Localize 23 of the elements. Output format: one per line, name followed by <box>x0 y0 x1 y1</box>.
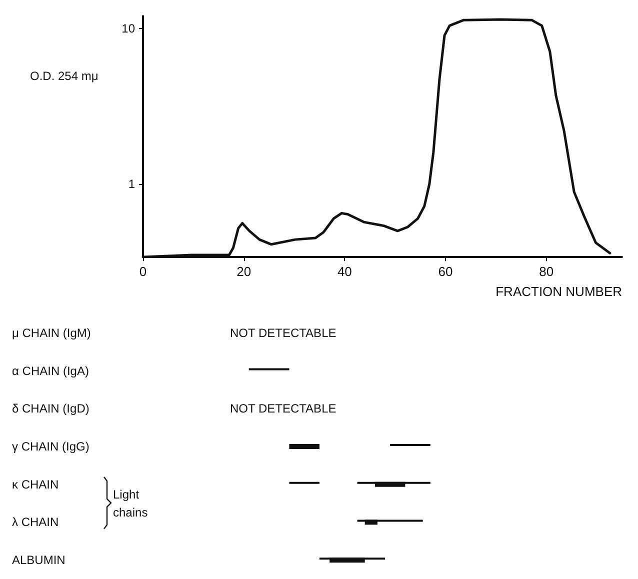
bar <box>248 368 290 370</box>
y-axis-title: O.D. 254 mμ <box>30 69 98 83</box>
bar <box>390 444 430 446</box>
bar <box>289 444 320 449</box>
y-tick-label: ALBUMIN <box>12 553 66 568</box>
x-tick-label: 60 <box>438 264 453 279</box>
x-tick-label: 80 <box>539 264 554 279</box>
y-tick-label: δ CHAIN (IgD) <box>12 402 90 416</box>
annotation: NOT DETECTABLE <box>230 326 336 340</box>
x-tick-label: 0 <box>139 264 147 279</box>
annotation: NOT DETECTABLE <box>230 402 336 416</box>
annotation: Light chains <box>113 487 148 520</box>
y-tick-label: α CHAIN (IgA) <box>12 364 89 378</box>
bar <box>289 482 320 484</box>
x-tick-label: 40 <box>337 264 352 279</box>
x-axis-title: FRACTION NUMBER <box>496 284 622 299</box>
y-tick-label: γ CHAIN (IgG) <box>12 440 90 454</box>
y-tick-label: λ CHAIN <box>12 515 59 530</box>
x-tick-label: 20 <box>236 264 252 279</box>
y-tick-label: 1 <box>128 177 136 192</box>
y-tick-label: μ CHAIN (IgM) <box>12 326 91 340</box>
y-tick-label: 10 <box>122 21 136 36</box>
y-tick-label: κ CHAIN <box>12 477 59 492</box>
